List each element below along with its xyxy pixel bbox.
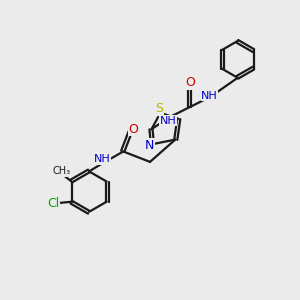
Text: S: S bbox=[155, 103, 163, 116]
Text: N: N bbox=[145, 139, 154, 152]
Text: O: O bbox=[185, 76, 195, 89]
Text: CH₃: CH₃ bbox=[52, 166, 70, 176]
Text: O: O bbox=[129, 123, 139, 136]
Text: Cl: Cl bbox=[48, 197, 60, 210]
Text: NH: NH bbox=[94, 154, 111, 164]
Text: NH: NH bbox=[201, 91, 218, 101]
Text: NH: NH bbox=[160, 116, 176, 126]
